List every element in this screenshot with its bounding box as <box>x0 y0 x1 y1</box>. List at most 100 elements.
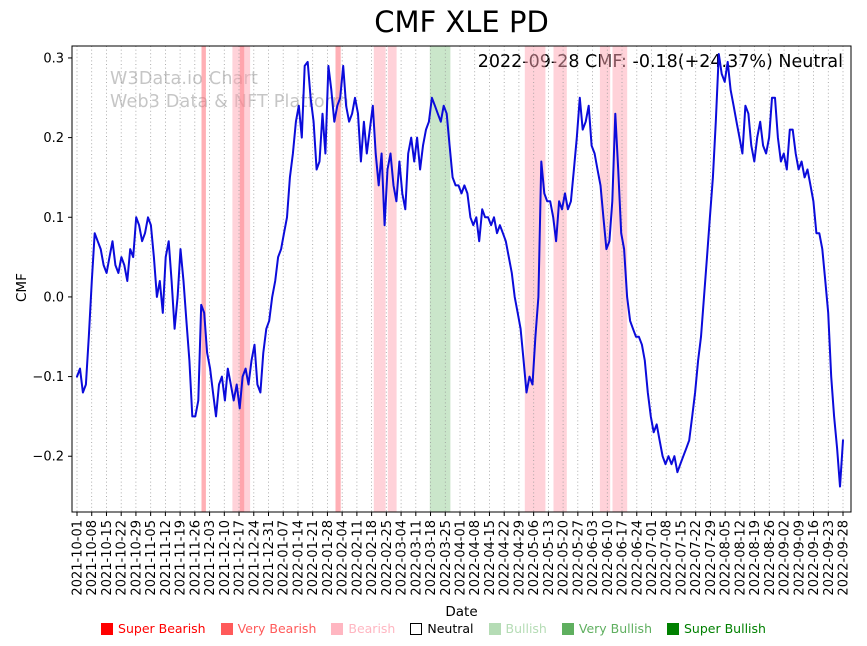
x-tick-labels: 2021-10-01 2021-10-08 2021-10-15 2021-10-22… <box>71 512 852 596</box>
legend-item-very-bullish: Very Bullish <box>561 621 652 636</box>
x-tick-label: 2022-05-13 <box>542 520 557 596</box>
x-tick-label: 2021-11-05 <box>144 520 159 596</box>
x-tick-label: 2021-11-19 <box>174 520 189 596</box>
gridlines <box>76 46 844 512</box>
legend-swatch <box>220 622 233 635</box>
y-tick-labels: 0.3 0.2 0.1 0.0 −0.1 −0.2 <box>32 51 72 465</box>
x-tick-label: 2021-11-26 <box>188 520 203 596</box>
x-tick-label: 2021-12-03 <box>203 520 218 596</box>
band-bearish <box>387 46 397 512</box>
legend-label: Bullish <box>505 621 547 636</box>
x-tick-label: 2022-01-07 <box>277 520 292 596</box>
x-tick-label: 2021-10-22 <box>115 520 130 596</box>
x-tick-label: 2022-07-08 <box>660 520 675 596</box>
x-tick-label: 2022-09-28 <box>837 520 852 596</box>
legend-label: Very Bearish <box>237 621 317 636</box>
x-tick-label: 2022-02-18 <box>365 520 380 596</box>
x-tick-label: 2021-10-08 <box>85 520 100 596</box>
watermark-line2: Web3 Data & NFT Platform <box>110 92 350 112</box>
x-tick-label: 2022-02-04 <box>336 520 351 596</box>
watermark-line1: W3Data.io Chart <box>110 69 259 89</box>
x-tick-label: 2022-07-29 <box>704 520 719 596</box>
x-tick-label: 2022-06-10 <box>601 520 616 596</box>
y-tick-label: 0.0 <box>43 290 64 305</box>
band-bearish <box>599 46 611 512</box>
x-tick-label: 2021-12-24 <box>247 520 262 596</box>
x-tick-label: 2022-05-06 <box>527 520 542 596</box>
band-bearish <box>612 46 628 512</box>
y-tick-label: 0.1 <box>43 211 64 226</box>
watermark: W3Data.io Chart Web3 Data & NFT Platform <box>110 68 349 114</box>
legend-item-bearish: Bearish <box>331 621 395 636</box>
legend-swatch <box>488 622 501 635</box>
x-tick-label: 2021-10-01 <box>71 520 86 596</box>
x-tick-label: 2021-10-15 <box>100 520 115 596</box>
x-tick-label: 2021-10-29 <box>129 520 144 596</box>
x-tick-label: 2022-06-17 <box>616 520 631 596</box>
legend-label: Super Bullish <box>684 621 766 636</box>
legend-swatch <box>410 622 423 635</box>
legend-item-super-bullish: Super Bullish <box>667 621 766 636</box>
legend-item-very-bearish: Very Bearish <box>220 621 317 636</box>
y-axis-label: CMF <box>14 273 30 302</box>
cmf-line <box>76 53 844 488</box>
legend-swatch <box>561 622 574 635</box>
band-bearish <box>524 46 546 512</box>
x-tick-label: 2022-08-05 <box>719 520 734 596</box>
legend-swatch <box>667 622 679 635</box>
x-tick-label: 2022-07-15 <box>675 520 690 596</box>
x-tick-label: 2022-04-01 <box>454 520 469 596</box>
x-tick-label: 2022-02-11 <box>350 520 365 596</box>
legend-item-super-bearish: Super Bearish <box>101 621 206 636</box>
x-tick-label: 2022-07-22 <box>689 520 704 596</box>
x-axis-label: Date <box>445 604 478 620</box>
x-tick-label: 2022-03-18 <box>424 520 439 596</box>
x-tick-label: 2022-03-04 <box>395 520 410 596</box>
y-tick-label: 0.3 <box>43 51 64 66</box>
x-tick-label: 2022-09-16 <box>807 520 822 596</box>
band-bearish <box>232 46 251 512</box>
y-tick-label: −0.1 <box>32 370 64 385</box>
band-very-bearish <box>239 46 245 512</box>
legend-swatch <box>331 622 344 635</box>
plot-frame <box>71 45 852 513</box>
x-tick-label: 2022-04-22 <box>498 520 513 596</box>
x-tick-label: 2022-08-12 <box>733 520 748 596</box>
band-bearish <box>553 46 567 512</box>
x-tick-label: 2022-01-21 <box>306 520 321 596</box>
x-tick-label: 2022-04-15 <box>483 520 498 596</box>
x-tick-label: 2022-09-02 <box>778 520 793 596</box>
x-tick-label: 2022-06-24 <box>630 520 645 596</box>
x-tick-label: 2022-05-27 <box>571 520 586 596</box>
x-tick-label: 2021-12-31 <box>262 520 277 596</box>
x-tick-label: 2022-08-26 <box>763 520 778 596</box>
x-tick-label: 2022-03-25 <box>439 520 454 596</box>
x-tick-label: 2022-05-20 <box>557 520 572 596</box>
x-tick-label: 2021-12-10 <box>218 520 233 596</box>
legend-label: Super Bearish <box>118 621 206 636</box>
x-tick-label: 2022-01-28 <box>321 520 336 596</box>
x-tick-label: 2022-09-09 <box>792 520 807 596</box>
x-tick-label: 2022-08-19 <box>748 520 763 596</box>
chart-title: CMF XLE PD <box>374 5 549 39</box>
x-tick-label: 2022-06-03 <box>586 520 601 596</box>
legend-label: Neutral <box>427 621 474 636</box>
x-tick-label: 2022-04-29 <box>512 520 527 596</box>
y-tick-label: −0.2 <box>32 450 64 465</box>
x-tick-label: 2022-04-08 <box>468 520 483 596</box>
band-very-bearish <box>201 46 206 512</box>
x-tick-label: 2022-09-23 <box>822 520 837 596</box>
legend-item-neutral: Neutral <box>410 621 474 636</box>
legend-item-bullish: Bullish <box>488 621 547 636</box>
x-tick-label: 2021-12-17 <box>233 520 248 596</box>
x-tick-label: 2021-11-12 <box>159 520 174 596</box>
legend-label: Very Bullish <box>578 621 652 636</box>
legend: Super Bearish Very Bearish Bearish Neutral B… <box>0 621 867 636</box>
x-tick-label: 2022-01-14 <box>292 520 307 596</box>
x-tick-label: 2022-02-25 <box>380 520 395 596</box>
band-very-bearish <box>335 46 341 512</box>
legend-swatch <box>101 622 114 635</box>
band-bearish <box>373 46 386 512</box>
